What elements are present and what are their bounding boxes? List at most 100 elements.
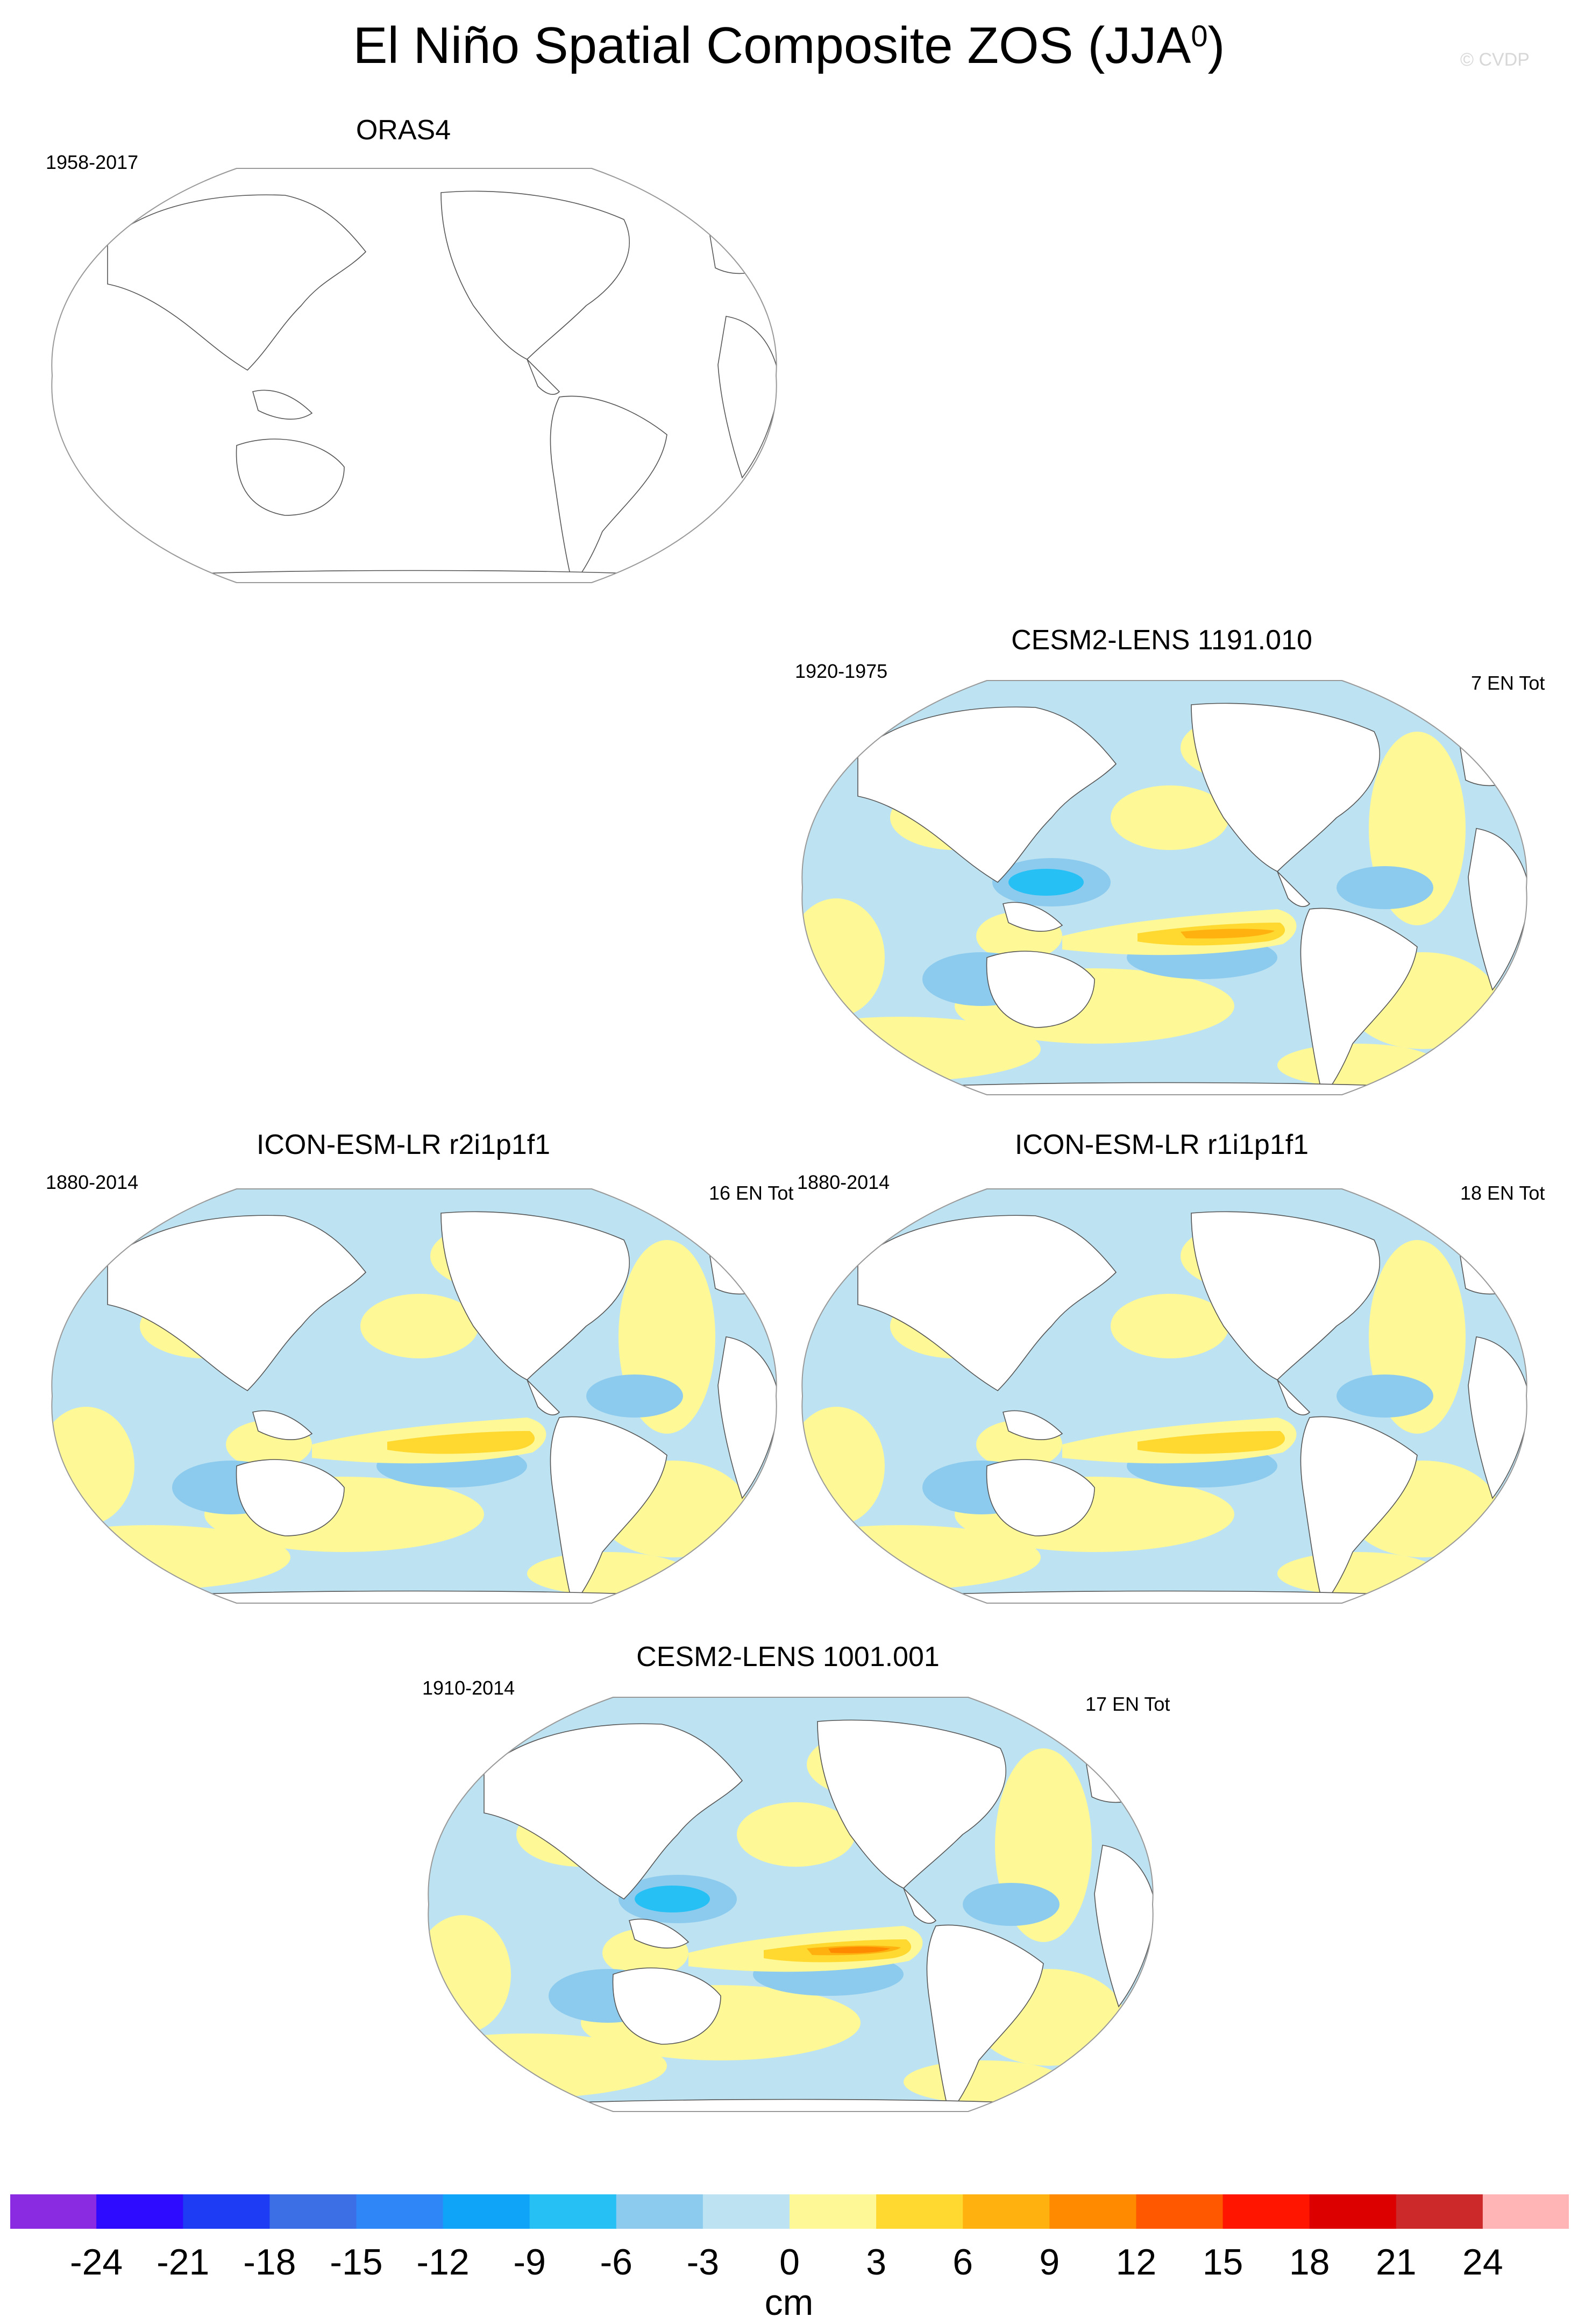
- map-border: [801, 680, 1527, 1095]
- map-border: [51, 1188, 777, 1604]
- land-coastline: [986, 951, 1095, 1028]
- colorbar-swatch: [1482, 2194, 1569, 2229]
- land-coastline: [916, 1082, 1412, 1095]
- colorbar-swatch: [443, 2194, 530, 2229]
- anomaly-patch-negative: [586, 1374, 683, 1418]
- land-coastline: [1094, 1845, 1153, 2008]
- panel-3-years: 1880-2014: [46, 1171, 139, 1193]
- map-layers: [107, 190, 777, 583]
- land-coastline: [166, 1590, 662, 1603]
- figure-title: El Niño Spatial Composite ZOS (JJA0): [0, 16, 1578, 75]
- land-coastline: [484, 1723, 743, 1900]
- west-pacific-negative-core: [1008, 869, 1084, 896]
- colorbar-swatch: [790, 2194, 877, 2229]
- anomaly-patch-positive: [1111, 1294, 1229, 1358]
- panel-4-title: ICON-ESM-LR r1i1p1f1: [1014, 1129, 1309, 1160]
- panel-5-title: CESM2-LENS 1001.001: [636, 1641, 940, 1673]
- map-layers: [52, 1189, 777, 1603]
- land-coastline: [1003, 1410, 1063, 1440]
- land-coastline: [440, 1211, 630, 1380]
- map-border: [801, 1188, 1527, 1604]
- land-coastline: [1468, 828, 1527, 991]
- land-coastline: [1086, 1760, 1153, 1803]
- land-coastline: [107, 194, 367, 371]
- land-coastline: [1277, 871, 1311, 907]
- land-coastline: [926, 1924, 1044, 2112]
- colorbar-tick-label: 12: [1115, 2242, 1157, 2283]
- panel-2-title: CESM2-LENS 1191.010: [1011, 625, 1312, 656]
- land-coastline: [1277, 1379, 1311, 1415]
- colorbar-swatch: [1396, 2194, 1483, 2229]
- colorbar-swatch: [963, 2194, 1050, 2229]
- map-border: [428, 1697, 1154, 2112]
- colorbar-tick-label: 6: [953, 2242, 973, 2283]
- land-coastline: [440, 190, 630, 360]
- map-panel-oras4: [51, 168, 777, 583]
- panel-3-title: ICON-ESM-LR r2i1p1f1: [256, 1129, 551, 1160]
- map-content: [51, 1188, 777, 1604]
- enso-tongue-mid: [1138, 1431, 1285, 1454]
- panel-5-years: 1910-2014: [422, 1677, 515, 1699]
- land-coastline: [1460, 1251, 1527, 1295]
- land-coastline: [1191, 703, 1380, 872]
- enso-tongue-core: [1181, 929, 1275, 939]
- panel-2-years: 1920-1975: [795, 660, 888, 682]
- colorbar-swatch: [356, 2194, 444, 2229]
- colorbar-unit: cm: [764, 2282, 814, 2323]
- anomaly-patch-positive: [1277, 1044, 1439, 1087]
- land-coastline: [1191, 1211, 1380, 1380]
- land-coastline: [252, 389, 313, 420]
- land-coastline: [717, 316, 777, 479]
- map-layers: [428, 1697, 1153, 2112]
- colorbar-swatch: [616, 2194, 703, 2229]
- anomaly-patch-negative: [1337, 866, 1433, 909]
- colorbar-tick-label: -24: [69, 2242, 123, 2283]
- land-coastline: [527, 359, 560, 395]
- colorbar-swatch: [1049, 2194, 1136, 2229]
- land-coastline: [543, 2099, 1039, 2112]
- map-panel-icon-r1: [801, 1188, 1527, 1604]
- anomaly-patch-positive: [1277, 1552, 1439, 1595]
- land-coastline: [709, 231, 777, 274]
- colorbar-swatch: [1309, 2194, 1397, 2229]
- colorbar-tick-label: -6: [600, 2242, 632, 2283]
- land-coastline: [857, 706, 1117, 883]
- land-coastline: [1300, 908, 1418, 1095]
- west-pacific-negative-core: [635, 1886, 710, 1912]
- anomaly-patch-positive: [1111, 785, 1229, 850]
- land-coastline: [236, 1459, 345, 1536]
- anomaly-patch-positive: [737, 1802, 855, 1867]
- title-superscript: 0: [1191, 19, 1208, 53]
- land-coastline: [817, 1719, 1006, 1889]
- anomaly-patch-negative: [963, 1883, 1060, 1926]
- enso-tongue-mid: [387, 1431, 535, 1454]
- land-coastline: [107, 1215, 367, 1392]
- colorbar-tick-label: 15: [1202, 2242, 1243, 2283]
- land-coastline: [550, 1416, 667, 1603]
- anomaly-patch-positive: [527, 1552, 688, 1595]
- land-coastline: [903, 1888, 937, 1924]
- anomaly-patch-negative: [1337, 1374, 1433, 1418]
- colorbar-tick-label: 24: [1462, 2242, 1503, 2283]
- land-coastline: [1300, 1416, 1418, 1603]
- land-coastline: [709, 1251, 777, 1295]
- colorbar-tick-label: -21: [157, 2242, 210, 2283]
- colorbar-swatch: [269, 2194, 357, 2229]
- colorbar-swatch: [702, 2194, 790, 2229]
- colorbar-swatch: [96, 2194, 183, 2229]
- title-text: El Niño Spatial Composite ZOS (JJA: [353, 17, 1191, 74]
- colorbar-swatch: [183, 2194, 270, 2229]
- colorbar-tick-label: -12: [416, 2242, 470, 2283]
- panel-4-count: 18 EN Tot: [1460, 1182, 1545, 1204]
- land-coastline: [236, 438, 345, 516]
- land-coastline: [916, 1590, 1412, 1603]
- panel-4-years: 1880-2014: [797, 1171, 890, 1193]
- land-coastline: [1460, 743, 1527, 787]
- colorbar-swatch: [10, 2194, 97, 2229]
- land-coastline: [550, 395, 667, 583]
- map-layers: [802, 1189, 1527, 1603]
- colorbar-tick-label: 21: [1375, 2242, 1417, 2283]
- land-coastline: [1468, 1336, 1527, 1499]
- panel-1-years: 1958-2017: [46, 151, 139, 173]
- colorbar-tick-label: -9: [513, 2242, 546, 2283]
